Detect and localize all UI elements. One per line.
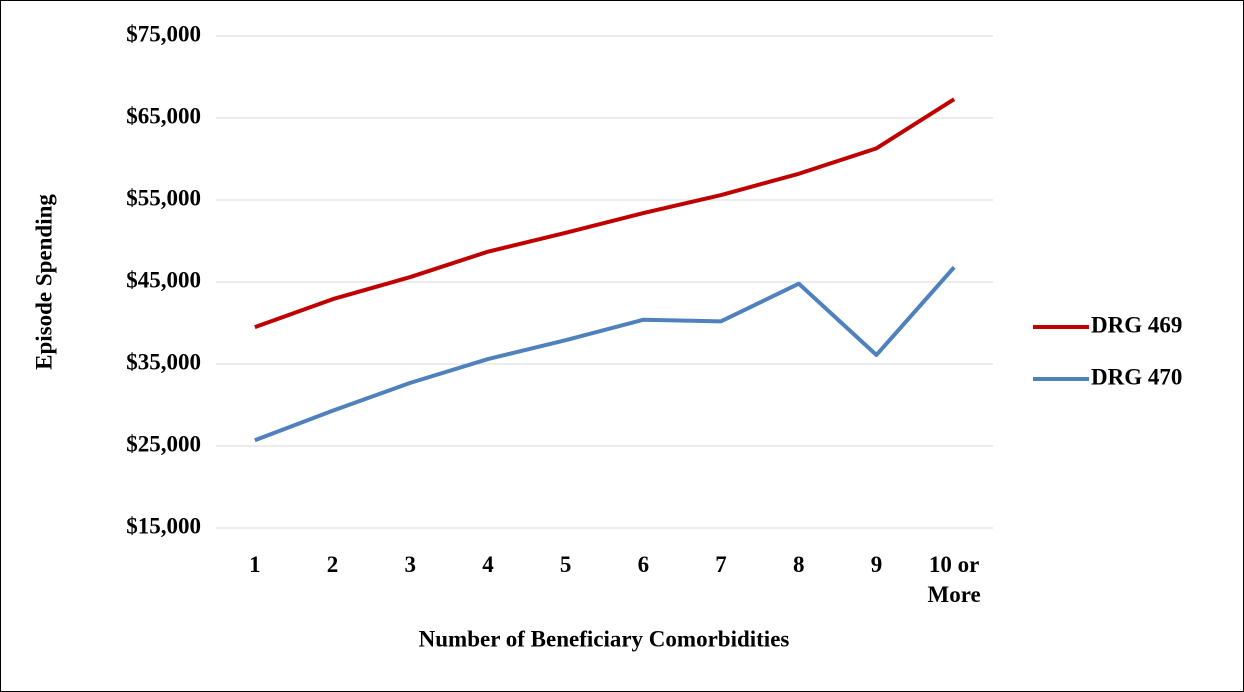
x-tick-label: 6 <box>637 552 650 577</box>
x-tick-label: 4 <box>482 552 494 577</box>
y-tick-label: $45,000 <box>126 267 201 292</box>
legend-label: DRG 470 <box>1091 364 1182 389</box>
y-tick-label: $75,000 <box>126 21 201 46</box>
x-tick-label: 3 <box>404 552 417 577</box>
x-tick-label: 7 <box>715 552 727 577</box>
y-tick-label: $15,000 <box>126 513 201 538</box>
x-tick-label: 2 <box>326 552 339 577</box>
y-tick-label: $55,000 <box>126 185 201 210</box>
y-tick-label: $35,000 <box>126 349 201 374</box>
x-tick-label: 1 <box>249 552 261 577</box>
y-tick-label: $65,000 <box>126 103 201 128</box>
x-tick-label: 8 <box>793 552 805 577</box>
series-line <box>254 265 956 443</box>
x-tick-label: 5 <box>559 552 572 577</box>
legend-label: DRG 469 <box>1091 312 1182 337</box>
x-tick-label: 10 or More <box>927 552 981 607</box>
y-axis-title: Episode Spending <box>31 194 56 370</box>
y-tick-label: $25,000 <box>126 431 201 456</box>
x-tick-label: 9 <box>870 552 883 577</box>
x-axis-title: Number of Beneficiary Comorbidities <box>419 626 790 651</box>
series-line <box>254 97 956 329</box>
